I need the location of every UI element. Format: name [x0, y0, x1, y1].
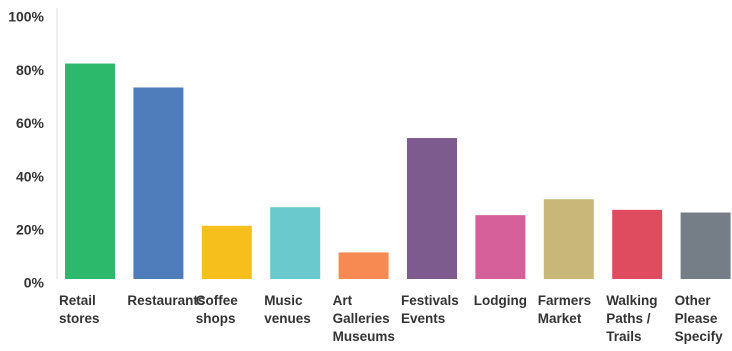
bar	[338, 252, 389, 279]
x-tick-label: Coffee shops	[182, 292, 272, 328]
x-tick-label: Other Please Specify	[661, 292, 732, 346]
y-tick-label: 80%	[16, 62, 45, 78]
x-tick-text: Coffee shops	[195, 293, 238, 326]
y-tick-label: 40%	[16, 168, 45, 184]
x-tick-text: Festivals Events	[401, 293, 459, 326]
bar	[201, 225, 252, 279]
x-tick-text: Retail stores	[59, 293, 100, 326]
x-tick-label: Restaurants	[113, 292, 206, 310]
bar	[270, 207, 321, 279]
x-tick-text: Music venues	[264, 293, 311, 326]
bar	[680, 212, 731, 279]
y-tick-label: 100%	[8, 9, 44, 25]
y-tick-label: 60%	[16, 115, 45, 131]
x-tick-text: Walking Paths / Trails	[606, 293, 658, 344]
x-tick-label: Art Galleries Museums	[319, 292, 409, 346]
x-tick-text: Art Galleries Museums	[332, 293, 395, 344]
x-tick-label: Farmers Market	[524, 292, 614, 328]
x-tick-label: Music venues	[250, 292, 340, 328]
y-tick-label: 20%	[16, 222, 45, 238]
x-tick-text: Restaurants	[127, 293, 206, 308]
x-tick-text: Other Please Specify	[674, 293, 723, 344]
x-tick-text: Farmers Market	[537, 293, 592, 326]
bar	[133, 87, 184, 279]
bar	[65, 63, 115, 279]
x-tick-label: Lodging	[455, 292, 545, 310]
bar	[407, 138, 457, 279]
x-tick-text: Lodging	[473, 293, 527, 308]
x-tick-label: Walking Paths / Trails	[592, 292, 682, 346]
bar	[543, 199, 594, 279]
y-tick-label: 0%	[24, 275, 45, 291]
x-tick-label: Festivals Events	[387, 292, 477, 328]
bar	[475, 215, 526, 279]
bar	[612, 209, 663, 279]
x-tick-label: Retail stores	[45, 292, 135, 328]
